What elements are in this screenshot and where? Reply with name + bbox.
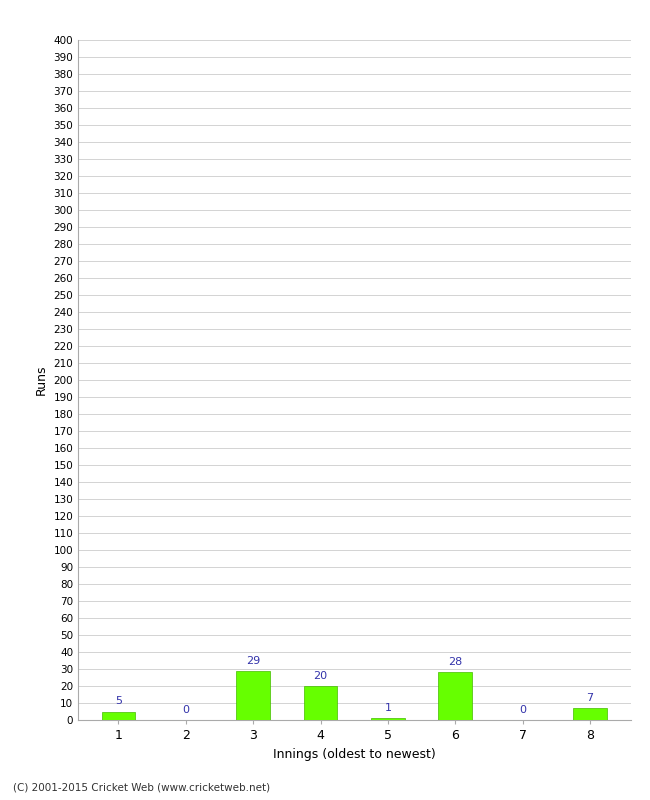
Text: 0: 0 xyxy=(519,705,526,715)
Text: 1: 1 xyxy=(384,703,391,714)
Bar xyxy=(101,711,135,720)
Bar xyxy=(573,708,607,720)
Text: 7: 7 xyxy=(586,693,593,703)
Text: (C) 2001-2015 Cricket Web (www.cricketweb.net): (C) 2001-2015 Cricket Web (www.cricketwe… xyxy=(13,782,270,792)
Text: 28: 28 xyxy=(448,658,462,667)
Text: 5: 5 xyxy=(115,696,122,706)
Text: 20: 20 xyxy=(313,671,328,681)
X-axis label: Innings (oldest to newest): Innings (oldest to newest) xyxy=(273,747,436,761)
Bar xyxy=(439,672,472,720)
Y-axis label: Runs: Runs xyxy=(35,365,48,395)
Bar xyxy=(371,718,405,720)
Text: 29: 29 xyxy=(246,656,260,666)
Bar xyxy=(237,670,270,720)
Bar xyxy=(304,686,337,720)
Text: 0: 0 xyxy=(182,705,189,715)
